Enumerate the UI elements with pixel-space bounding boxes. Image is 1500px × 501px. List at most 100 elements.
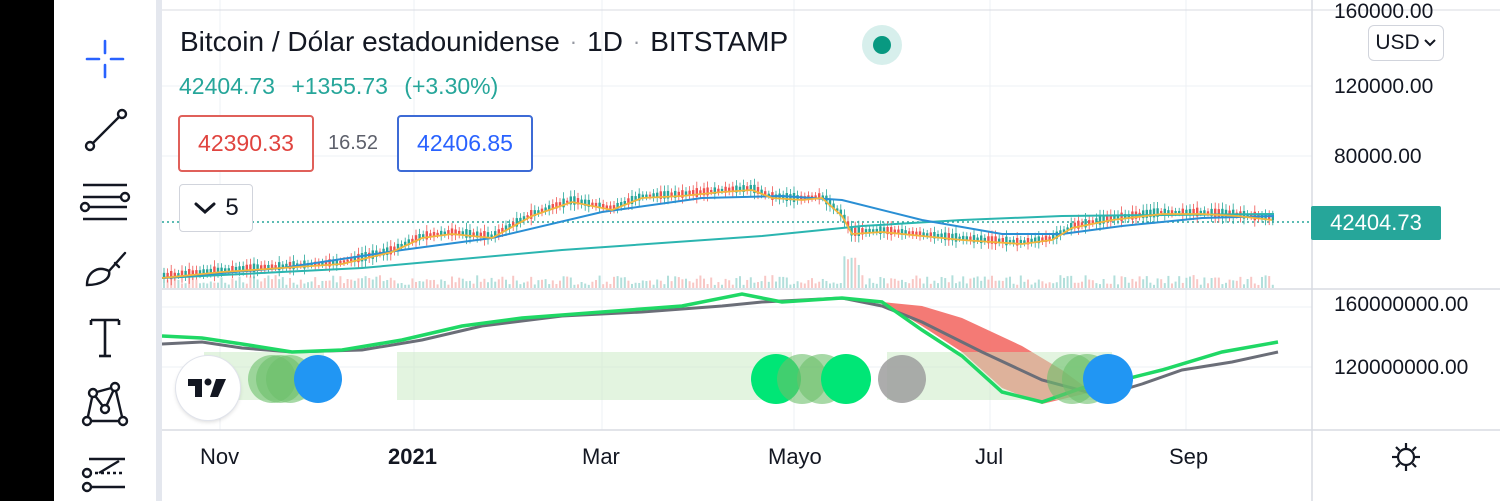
candle-body <box>1059 230 1062 236</box>
volume-bar <box>202 282 205 288</box>
volume-bar <box>868 278 871 288</box>
volume-bar <box>292 282 295 288</box>
volume-bar <box>641 280 644 288</box>
indicators-toggle-button[interactable]: 5 <box>179 184 253 232</box>
volume-bar <box>494 281 497 288</box>
volume-bar <box>829 283 831 288</box>
volume-bar <box>879 276 882 288</box>
candle-body <box>404 241 407 246</box>
tradingview-logo[interactable] <box>176 356 240 420</box>
volume-bar <box>436 284 439 288</box>
volume-bar <box>371 279 374 288</box>
brush-icon[interactable] <box>74 236 136 298</box>
candle-body <box>396 243 400 251</box>
volume-bar <box>1124 277 1127 288</box>
currency-select[interactable]: USD <box>1368 25 1444 61</box>
volume-bar <box>1009 276 1011 288</box>
crosshair-icon[interactable] <box>74 28 136 90</box>
volume-bar <box>1030 284 1033 288</box>
volume-bar <box>519 284 522 288</box>
volume-bar <box>364 276 367 288</box>
candle-body <box>724 186 727 193</box>
candle-body <box>234 266 238 272</box>
volume-bar <box>533 284 536 288</box>
volume-bar <box>278 279 281 288</box>
candle-body <box>936 234 940 238</box>
volume-bar <box>767 281 770 288</box>
candle-body <box>566 200 569 203</box>
volume-bar <box>350 279 353 288</box>
toolbar-divider <box>156 0 162 501</box>
volume-bar <box>1149 282 1152 288</box>
forecast-icon[interactable] <box>74 442 136 501</box>
candle-body <box>814 195 817 198</box>
candle-body <box>1041 237 1044 242</box>
volume-bar <box>735 278 738 288</box>
candle-body <box>558 202 562 207</box>
volume-bar <box>1228 279 1231 288</box>
candle-body <box>1156 208 1159 217</box>
sell-button[interactable]: 42390.33 <box>178 115 314 172</box>
volume-bar <box>1257 284 1260 288</box>
chart-area[interactable]: Bitcoin / Dólar estadounidense · 1D · BI… <box>162 0 1500 501</box>
volume-bar <box>1246 279 1249 288</box>
trend-line-icon[interactable] <box>74 98 136 160</box>
candle-body <box>540 208 544 213</box>
volume-bar <box>389 277 392 288</box>
volume-bar <box>307 282 309 288</box>
candle-body <box>548 205 551 211</box>
candle-body <box>238 266 241 272</box>
volume-bar <box>692 282 695 288</box>
volume-bar <box>483 278 486 288</box>
candle-body <box>976 237 979 241</box>
candle-body <box>321 262 324 265</box>
candle-body <box>933 231 936 239</box>
price-summary: 42404.73 +1355.73 (+3.30%) <box>179 73 508 100</box>
volume-bar <box>1091 280 1094 288</box>
volume-bar <box>368 277 371 288</box>
volume-bar <box>983 276 986 288</box>
candle-body <box>958 236 961 239</box>
volume-bar <box>771 275 774 288</box>
pattern-icon[interactable] <box>74 372 136 434</box>
chart-settings-button[interactable] <box>1386 437 1426 477</box>
volume-bar <box>1181 282 1184 288</box>
candle-body <box>386 247 389 255</box>
volume-bar <box>1235 280 1238 288</box>
volume-bar <box>497 279 500 288</box>
candle-body <box>526 215 529 218</box>
volume-bar <box>458 277 461 288</box>
candle-body <box>162 272 166 279</box>
time-label-nov: Nov <box>200 444 240 469</box>
candle-body <box>670 192 673 197</box>
buy-button[interactable]: 42406.85 <box>397 115 533 172</box>
fib-levels-icon[interactable] <box>74 170 136 232</box>
volume-bar <box>839 283 842 288</box>
candle-body <box>994 236 997 245</box>
volume-bar <box>573 284 576 288</box>
time-label-sep: Sep <box>1169 444 1209 469</box>
volume-bar <box>890 278 893 288</box>
signal-band-1 <box>397 352 792 400</box>
volume-bar <box>1012 283 1015 288</box>
volume-axis-label-120m: 120000000.00 <box>1334 356 1469 379</box>
volume-bar <box>883 278 885 288</box>
time-label-2021: 2021 <box>388 444 437 469</box>
volume-bar <box>1102 278 1105 288</box>
candle-body <box>1016 237 1019 246</box>
volume-bar <box>919 278 921 288</box>
candle-body <box>713 187 716 195</box>
candle-body <box>494 231 497 238</box>
volume-bar <box>1113 275 1116 288</box>
candle-body <box>198 270 202 275</box>
current-price-tag: 42404.73 <box>1311 206 1441 240</box>
symbol-title[interactable]: Bitcoin / Dólar estadounidense · 1D · BI… <box>180 26 788 58</box>
candle-body <box>616 202 619 209</box>
volume-bar <box>551 280 554 288</box>
market-status-icon[interactable] <box>862 25 902 65</box>
candle-body <box>1066 227 1069 230</box>
text-icon[interactable] <box>74 305 136 367</box>
candle-body <box>638 193 641 201</box>
volume-bar <box>652 284 655 288</box>
candle-body <box>602 204 605 209</box>
